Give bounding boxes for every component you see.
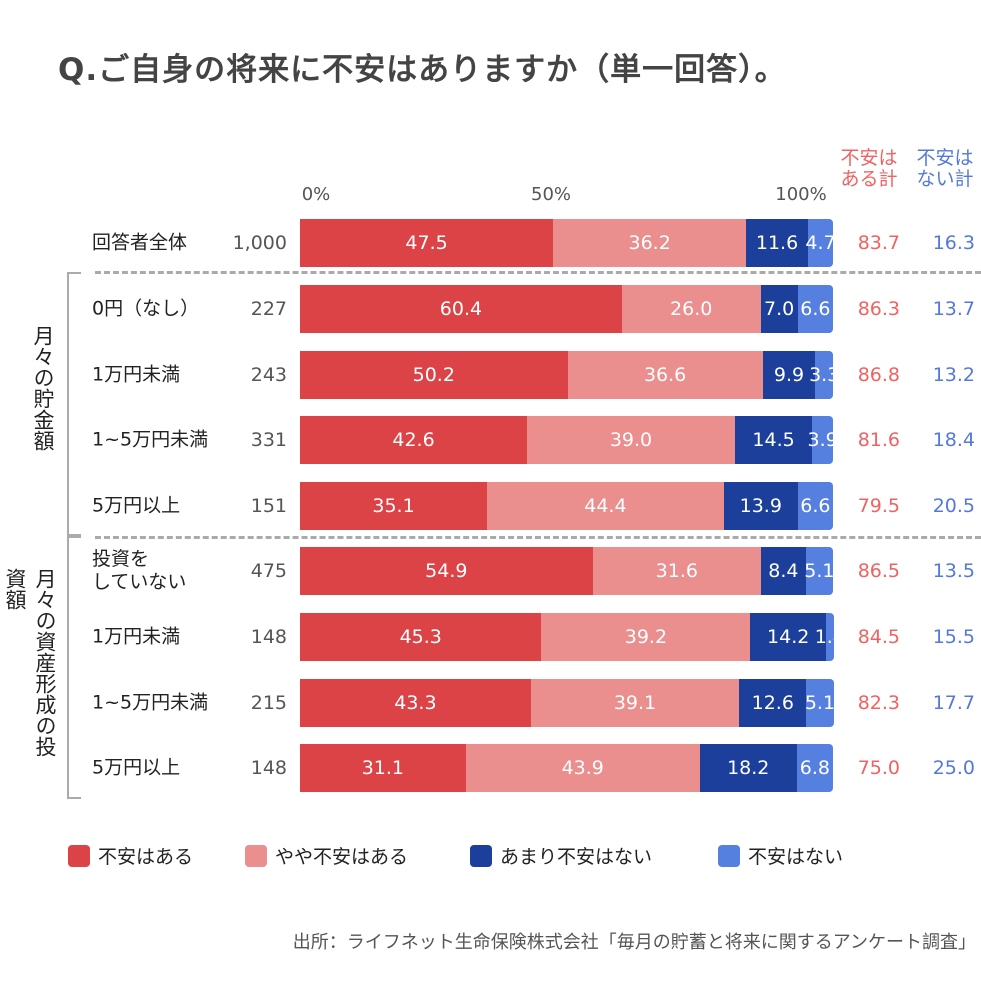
bar-segment-1: 47.5 bbox=[300, 219, 554, 267]
source-note: 出所：ライフネット生命保険株式会社「毎月の貯蓄と将来に関するアンケート調査」 bbox=[292, 932, 976, 953]
anxious-total: 83.7 bbox=[857, 232, 900, 254]
anxious-total: 86.8 bbox=[857, 364, 900, 386]
chart-title: Q.ご自身の将来に不安はありますか（単一回答）。 bbox=[58, 52, 787, 88]
group-label-investment: 月々の資産形成の投資額 bbox=[3, 568, 57, 757]
not-anxious-total: 25.0 bbox=[932, 757, 975, 779]
row-count: 215 bbox=[250, 692, 287, 714]
legend-label: 不安はない bbox=[748, 846, 844, 868]
anxious-total: 86.3 bbox=[857, 298, 900, 320]
not-anxious-total: 17.7 bbox=[932, 692, 975, 714]
anxious-total: 79.5 bbox=[857, 495, 900, 517]
row-label: 5万円以上 bbox=[92, 494, 181, 517]
bar-segment-1: 54.9 bbox=[300, 547, 593, 595]
bar-segment-2: 39.1 bbox=[530, 679, 740, 727]
bar-segment-3: 9.9 bbox=[762, 351, 816, 399]
not-anxious-total: 16.3 bbox=[932, 232, 975, 254]
bar-segment-3: 14.5 bbox=[734, 416, 813, 464]
row-count: 148 bbox=[250, 626, 287, 648]
bar-segment-1: 31.1 bbox=[300, 744, 466, 792]
bar-segment-2: 44.4 bbox=[487, 482, 724, 530]
anxious-total: 75.0 bbox=[857, 757, 900, 779]
bar-segment-2: 26.0 bbox=[621, 285, 761, 333]
bar-segment-4: 6.6 bbox=[797, 482, 833, 530]
bar-segment-2: 43.9 bbox=[465, 744, 700, 792]
group-bracket bbox=[67, 272, 81, 536]
row-count: 227 bbox=[250, 298, 287, 320]
bar-segment-1: 60.4 bbox=[300, 285, 622, 333]
row-label: 投資を していない bbox=[92, 548, 187, 593]
legend-label: 不安はある bbox=[98, 846, 194, 868]
row-count: 151 bbox=[250, 495, 287, 517]
not-anxious-total: 13.2 bbox=[932, 364, 975, 386]
row-count: 243 bbox=[250, 364, 287, 386]
bar-segment-3: 11.6 bbox=[746, 219, 808, 267]
group-label-savings: 月々の貯金額 bbox=[31, 325, 55, 451]
row-count: 148 bbox=[250, 757, 287, 779]
legend-swatch bbox=[68, 844, 90, 867]
tick-label: 50% bbox=[530, 184, 572, 205]
bar-segment-4: 3.9 bbox=[807, 416, 838, 464]
bar-segment-2: 31.6 bbox=[592, 547, 762, 595]
row-label: 1~5万円未満 bbox=[92, 691, 209, 714]
bar-segment-4: 4.7 bbox=[805, 219, 836, 267]
row-label: 5万円以上 bbox=[92, 756, 181, 779]
bar-segment-2: 36.2 bbox=[553, 219, 747, 267]
bar-segment-1: 43.3 bbox=[300, 679, 531, 727]
legend-item: 不安はない bbox=[718, 842, 843, 869]
bar-segment-1: 50.2 bbox=[300, 351, 568, 399]
anxious-total: 84.5 bbox=[857, 626, 900, 648]
bar-segment-3: 7.0 bbox=[760, 285, 798, 333]
anxious-total: 86.5 bbox=[857, 560, 900, 582]
not-anxious-total: 18.4 bbox=[932, 429, 975, 451]
divider bbox=[95, 271, 981, 274]
anxious-total: 81.6 bbox=[857, 429, 900, 451]
bar-segment-3: 8.4 bbox=[761, 547, 806, 595]
bar-segment-2: 39.0 bbox=[527, 416, 735, 464]
group-bracket bbox=[67, 536, 81, 799]
not-anxious-total: 13.5 bbox=[932, 560, 975, 582]
anxious-total: 82.3 bbox=[857, 692, 900, 714]
bar-segment-4: 5.1 bbox=[805, 679, 835, 727]
header-not-anxious-total: 不安はない計 bbox=[916, 147, 974, 190]
row-count: 1,000 bbox=[232, 232, 287, 254]
legend-swatch bbox=[470, 844, 492, 867]
row-count: 331 bbox=[250, 429, 287, 451]
row-label: 回答者全体 bbox=[92, 231, 188, 254]
bar-segment-4: 5.1 bbox=[804, 547, 835, 595]
bar-segment-4: 6.6 bbox=[797, 285, 833, 333]
row-label: 1万円未満 bbox=[92, 363, 181, 386]
not-anxious-total: 20.5 bbox=[932, 495, 975, 517]
header-anxious-total: 不安はある計 bbox=[840, 147, 898, 190]
bar-segment-2: 39.2 bbox=[541, 613, 751, 661]
bar-segment-1: 35.1 bbox=[300, 482, 488, 530]
divider bbox=[95, 536, 981, 539]
legend-item: やや不安はある bbox=[245, 842, 408, 869]
bar-segment-3: 14.2 bbox=[750, 613, 827, 661]
bar-segment-1: 42.6 bbox=[300, 416, 528, 464]
bar-segment-4: 1.4 bbox=[815, 613, 845, 661]
legend-item: 不安はある bbox=[68, 842, 193, 869]
tick-label: 100% bbox=[775, 184, 827, 205]
bar-segment-4: 6.8 bbox=[796, 744, 833, 792]
bar-segment-3: 13.9 bbox=[723, 482, 798, 530]
bar-segment-2: 36.6 bbox=[567, 351, 763, 399]
legend-swatch bbox=[245, 844, 267, 867]
tick-label: 0% bbox=[301, 184, 331, 205]
legend-swatch bbox=[718, 844, 740, 867]
legend-label: あまり不安はない bbox=[500, 846, 653, 868]
bar-segment-3: 18.2 bbox=[699, 744, 797, 792]
not-anxious-total: 13.7 bbox=[932, 298, 975, 320]
bar-segment-3: 12.6 bbox=[739, 679, 807, 727]
legend-item: あまり不安はない bbox=[470, 842, 652, 869]
legend-label: やや不安はある bbox=[275, 846, 409, 868]
row-label: 1~5万円未満 bbox=[92, 428, 209, 451]
row-label: 1万円未満 bbox=[92, 625, 181, 648]
not-anxious-total: 15.5 bbox=[932, 626, 975, 648]
bar-segment-1: 45.3 bbox=[300, 613, 542, 661]
bar-segment-4: 3.3 bbox=[809, 351, 839, 399]
row-label: 0円（なし） bbox=[92, 297, 200, 320]
row-count: 475 bbox=[250, 560, 287, 582]
